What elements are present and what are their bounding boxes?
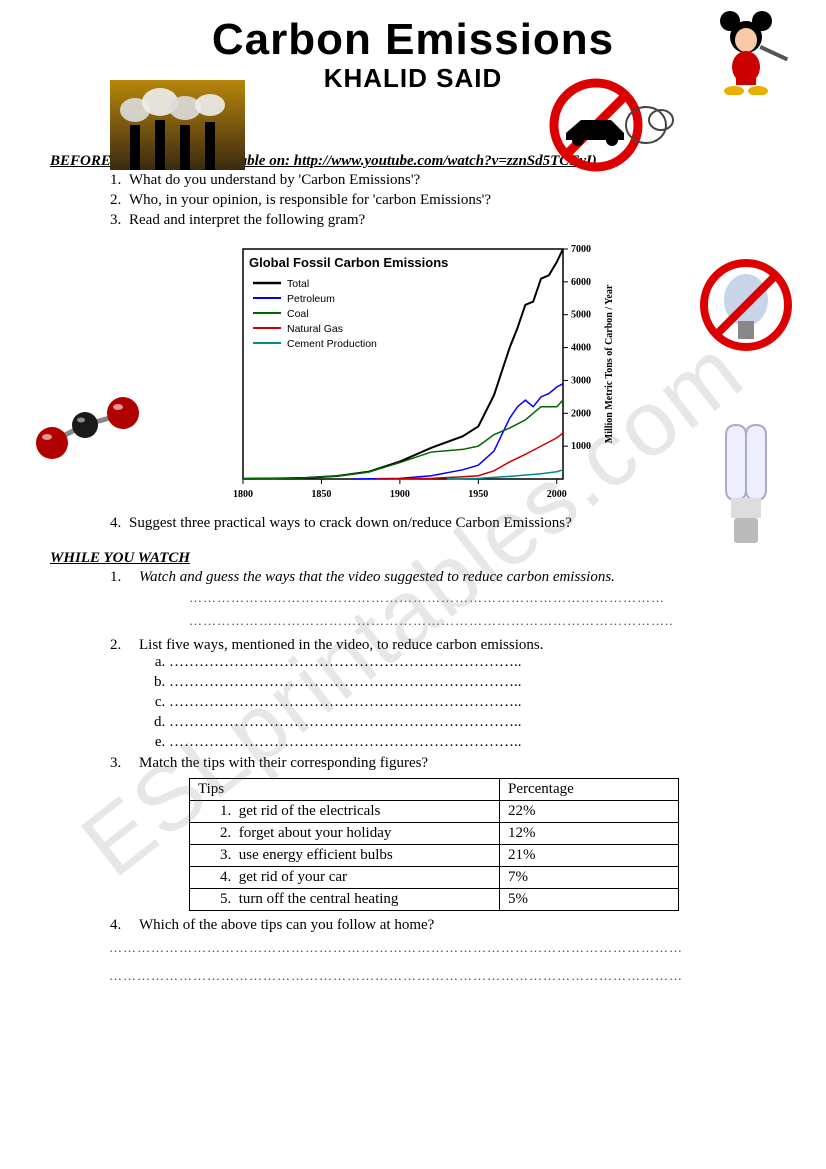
before-list: What do you understand by 'Carbon Emissi… (50, 172, 776, 229)
answer-line[interactable]: …………………………………………………………………………………………………………… (109, 934, 776, 963)
svg-text:Global Fossil Carbon Emissions: Global Fossil Carbon Emissions (249, 255, 448, 270)
pct-cell: 21% (500, 844, 679, 866)
cartoon-icon (706, 5, 796, 95)
factory-image (110, 80, 245, 170)
tip-cell: 1. get rid of the electricals (190, 800, 500, 822)
svg-text:Coal: Coal (287, 308, 309, 320)
while-q2: List five ways, mentioned in the video, … (125, 637, 776, 751)
tip-cell: 4. get rid of your car (190, 866, 500, 888)
th-tips: Tips (190, 778, 500, 800)
emissions-chart: Global Fossil Carbon Emissions 1000 2000 30… (40, 237, 776, 507)
table-row: 3. use energy efficient bulbs21% (190, 844, 679, 866)
way-b[interactable]: …………………………………………………………….. (169, 674, 776, 691)
way-a[interactable]: …………………………………………………………….. (169, 654, 776, 671)
while-q1-text: Watch and guess the ways that the video … (139, 569, 615, 585)
tip-cell: 3. use energy efficient bulbs (190, 844, 500, 866)
while-q4-text: Which of the above tips can you follow a… (139, 917, 434, 933)
pct-cell: 7% (500, 866, 679, 888)
page-title: Carbon Emissions (50, 15, 776, 65)
svg-text:Natural Gas: Natural Gas (287, 323, 343, 335)
tip-cell: 5. turn off the central heating (190, 888, 500, 910)
svg-text:1950: 1950 (468, 489, 488, 500)
while-q1: Watch and guess the ways that the video … (125, 569, 776, 633)
answer-line[interactable]: ………………………………………………………………………………………… (189, 586, 776, 609)
before-q3: Read and interpret the following gram? (125, 212, 776, 229)
way-c[interactable]: …………………………………………………………….. (169, 694, 776, 711)
while-q3-text: Match the tips with their corresponding … (139, 755, 428, 771)
no-car-icon (546, 75, 676, 175)
while-q2-text: List five ways, mentioned in the video, … (139, 637, 544, 653)
svg-text:Million Metric Tons of Carbon: Million Metric Tons of Carbon / Year (604, 284, 615, 443)
before-q2: Who, in your opinion, is responsible for… (125, 192, 776, 209)
pct-cell: 22% (500, 800, 679, 822)
svg-text:2000: 2000 (571, 408, 591, 419)
while-heading: WHILE YOU WATCH (50, 550, 776, 567)
svg-text:1800: 1800 (233, 489, 253, 500)
svg-text:Cement Production: Cement Production (287, 338, 377, 350)
way-e[interactable]: …………………………………………………………….. (169, 734, 776, 751)
svg-text:4000: 4000 (571, 343, 591, 354)
svg-text:7000: 7000 (571, 244, 591, 255)
svg-text:2000: 2000 (547, 489, 567, 500)
while-list: Watch and guess the ways that the video … (50, 569, 776, 991)
before-q4: Suggest three practical ways to crack do… (125, 515, 776, 532)
answer-line[interactable]: ………………………………………………………………………………………….. (189, 609, 776, 632)
table-row: 2. forget about your holiday12% (190, 822, 679, 844)
while-q3: Match the tips with their corresponding … (125, 755, 776, 911)
table-row: 4. get rid of your car7% (190, 866, 679, 888)
header: Carbon Emissions KHALID SAID (50, 15, 776, 145)
before-q1: What do you understand by 'Carbon Emissi… (125, 172, 776, 189)
svg-text:5000: 5000 (571, 310, 591, 321)
svg-text:3000: 3000 (571, 375, 591, 386)
svg-text:1000: 1000 (571, 441, 591, 452)
th-pct: Percentage (500, 778, 679, 800)
table-row: 5. turn off the central heating5% (190, 888, 679, 910)
svg-text:Total: Total (287, 278, 309, 290)
pct-cell: 12% (500, 822, 679, 844)
tip-cell: 2. forget about your holiday (190, 822, 500, 844)
table-row: 1. get rid of the electricals22% (190, 800, 679, 822)
before-list-cont: Suggest three practical ways to crack do… (50, 515, 776, 532)
svg-text:1850: 1850 (311, 489, 331, 500)
svg-text:1900: 1900 (390, 489, 410, 500)
way-d[interactable]: …………………………………………………………….. (169, 714, 776, 731)
answer-line[interactable]: …………………………………………………………………………………………………………… (109, 962, 776, 991)
svg-text:6000: 6000 (571, 277, 591, 288)
table-header-row: Tips Percentage (190, 778, 679, 800)
svg-text:Petroleum: Petroleum (287, 293, 335, 305)
tips-table: Tips Percentage 1. get rid of the electr… (189, 778, 679, 911)
pct-cell: 5% (500, 888, 679, 910)
ways-list: …………………………………………………………….. ……………………………………… (139, 654, 776, 751)
while-q4: Which of the above tips can you follow a… (125, 917, 776, 991)
